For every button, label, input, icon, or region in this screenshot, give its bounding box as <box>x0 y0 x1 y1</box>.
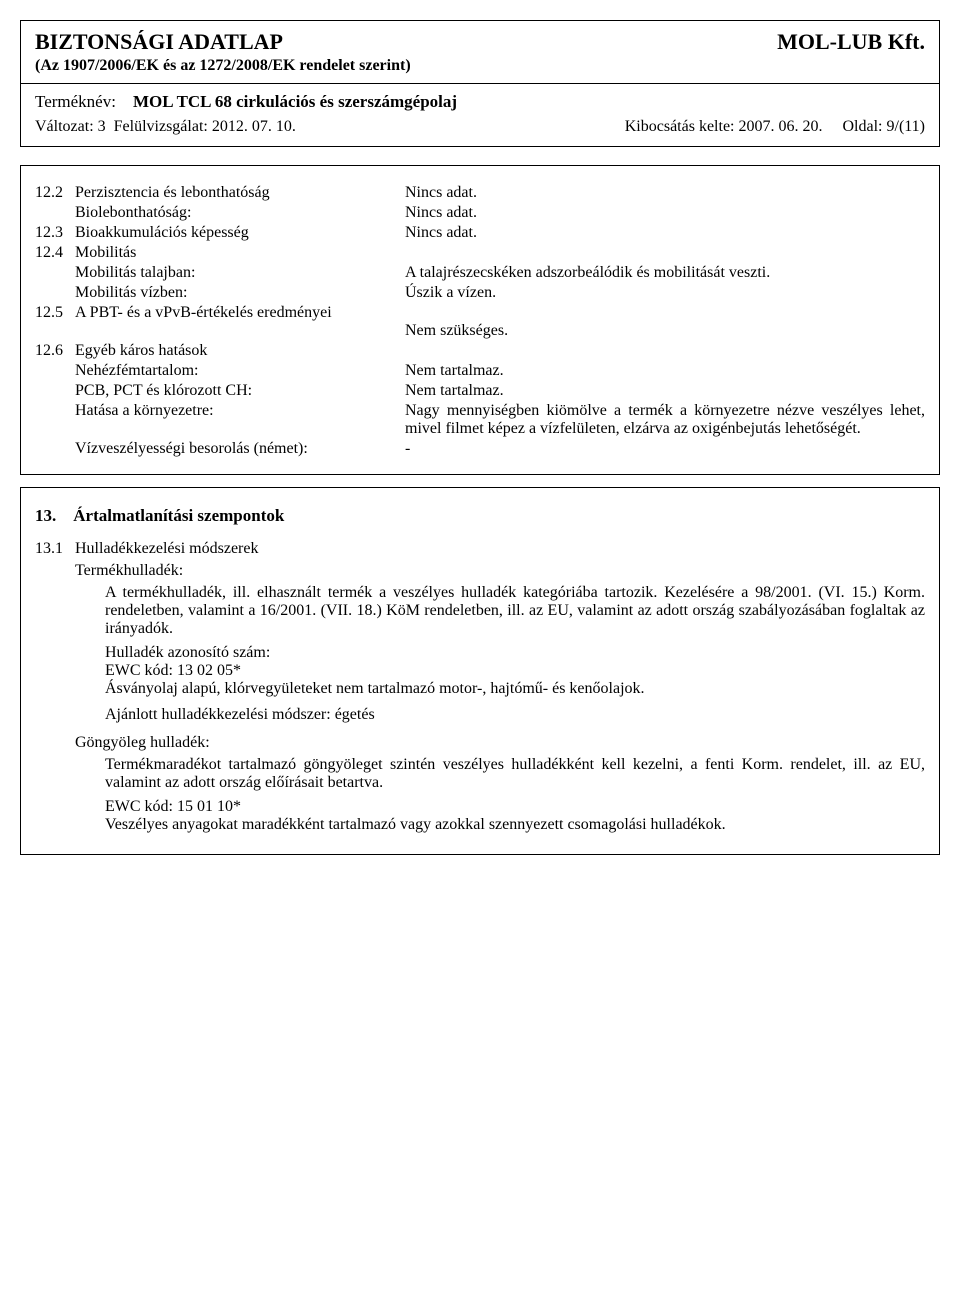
header-top-row: BIZTONSÁGI ADATLAP MOL-LUB Kft. <box>35 29 925 55</box>
packaging-waste-label: Göngyöleg hulladék: <box>75 734 925 752</box>
row-mobility-soil: Mobilitás talajban: A talajrészecskéken … <box>35 264 925 282</box>
header-divider <box>21 83 939 84</box>
company-name: MOL-LUB Kft. <box>777 29 925 55</box>
label: Biolebonthatóság: <box>75 204 405 222</box>
value: Nincs adat. <box>405 184 925 202</box>
value: Úszik a vízen. <box>405 284 925 302</box>
label: Bioakkumulációs képesség <box>75 224 405 242</box>
row-mobility: 12.4 Mobilitás <box>35 244 925 262</box>
product-waste-text: A termékhulladék, ill. elhasznált termék… <box>105 584 925 638</box>
row-persistence: 12.2 Perzisztencia és lebonthatóság Ninc… <box>35 184 925 202</box>
value: Nem szükséges. <box>405 304 925 340</box>
num <box>35 284 75 302</box>
value: Nem tartalmaz. <box>405 362 925 380</box>
waste-id-label: Hulladék azonosító szám: <box>105 644 925 662</box>
product-name: MOL TCL 68 cirkulációs és szerszámgépola… <box>133 92 457 111</box>
value: - <box>405 440 925 458</box>
num: 12.5 <box>35 304 75 340</box>
row-water-hazard: Vízveszélyességi besorolás (német): - <box>35 440 925 458</box>
section-12: 12.2 Perzisztencia és lebonthatóság Ninc… <box>20 165 940 475</box>
value <box>405 342 925 360</box>
page-number: Oldal: 9/(11) <box>843 118 926 136</box>
document-header: BIZTONSÁGI ADATLAP MOL-LUB Kft. (Az 1907… <box>20 20 940 147</box>
label: Mobilitás vízben: <box>75 284 405 302</box>
value: Nincs adat. <box>405 224 925 242</box>
revision-date: Felülvizsgálat: 2012. 07. 10. <box>114 118 296 136</box>
packaging-waste-text: Termékmaradékot tartalmazó göngyöleget s… <box>105 756 925 792</box>
recommended-method: Ajánlott hulladékkezelési módszer: égeté… <box>105 706 925 724</box>
product-line: Terméknév: MOL TCL 68 cirkulációs és sze… <box>35 92 925 112</box>
row-pcb: PCB, PCT és klórozott CH: Nem tartalmaz. <box>35 382 925 400</box>
issue-date: Kibocsátás kelte: 2007. 06. 20. <box>625 118 823 136</box>
row-pbt: 12.5 A PBT- és a vPvB-értékelés eredmény… <box>35 304 925 340</box>
row-other-effects: 12.6 Egyéb káros hatások <box>35 342 925 360</box>
label: Vízveszélyességi besorolás (német): <box>75 440 405 458</box>
value <box>405 244 925 262</box>
ewc-code-2: EWC kód: 15 01 10* <box>105 798 925 816</box>
section-13: 13. Ártalmatlanítási szempontok 13.1 Hul… <box>20 487 940 855</box>
row-13-1: 13.1 Hulladékkezelési módszerek <box>35 540 925 558</box>
heading-num: 13. <box>35 506 56 525</box>
row-heavy-metal: Nehézfémtartalom: Nem tartalmaz. <box>35 362 925 380</box>
value: Nagy mennyiségben kiömölve a termék a kö… <box>405 402 925 438</box>
num <box>35 204 75 222</box>
num <box>35 440 75 458</box>
version-line: Változat: 3 Felülvizsgálat: 2012. 07. 10… <box>35 118 925 136</box>
label: Hulladékkezelési módszerek <box>75 540 258 558</box>
row-mobility-water: Mobilitás vízben: Úszik a vízen. <box>35 284 925 302</box>
label: Nehézfémtartalom: <box>75 362 405 380</box>
version: Változat: 3 <box>35 118 106 136</box>
num: 12.2 <box>35 184 75 202</box>
num <box>35 382 75 400</box>
row-bioaccumulation: 12.3 Bioakkumulációs képesség Nincs adat… <box>35 224 925 242</box>
label: A PBT- és a vPvB-értékelés eredményei <box>75 304 405 340</box>
num: 13.1 <box>35 540 75 558</box>
page: BIZTONSÁGI ADATLAP MOL-LUB Kft. (Az 1907… <box>20 20 940 855</box>
label: Egyéb káros hatások <box>75 342 405 360</box>
num <box>35 264 75 282</box>
product-waste-label: Termékhulladék: <box>75 562 925 580</box>
row-environment: Hatása a környezetre: Nagy mennyiségben … <box>35 402 925 438</box>
label: Hatása a környezetre: <box>75 402 405 438</box>
num <box>35 402 75 438</box>
row-biodegradability: Biolebonthatóság: Nincs adat. <box>35 204 925 222</box>
heading-text: Ártalmatlanítási szempontok <box>73 506 284 525</box>
num: 12.6 <box>35 342 75 360</box>
num: 12.3 <box>35 224 75 242</box>
label: Perzisztencia és lebonthatóság <box>75 184 405 202</box>
num: 12.4 <box>35 244 75 262</box>
ewc-code-1: EWC kód: 13 02 05* <box>105 662 925 680</box>
product-label: Terméknév: <box>35 92 116 111</box>
label: Mobilitás <box>75 244 405 262</box>
label: Mobilitás talajban: <box>75 264 405 282</box>
ewc-desc-2: Veszélyes anyagokat maradékként tartalma… <box>105 816 925 834</box>
value: Nem tartalmaz. <box>405 382 925 400</box>
value: A talajrészecskéken adszorbeálódik és mo… <box>405 264 925 282</box>
ewc-desc-1: Ásványolaj alapú, klórvegyületeket nem t… <box>105 680 925 698</box>
value: Nincs adat. <box>405 204 925 222</box>
doc-title: BIZTONSÁGI ADATLAP <box>35 29 283 55</box>
num <box>35 362 75 380</box>
section-13-heading: 13. Ártalmatlanítási szempontok <box>35 506 925 526</box>
label: PCB, PCT és klórozott CH: <box>75 382 405 400</box>
regulation-subtitle: (Az 1907/2006/EK és az 1272/2008/EK rend… <box>35 57 925 75</box>
